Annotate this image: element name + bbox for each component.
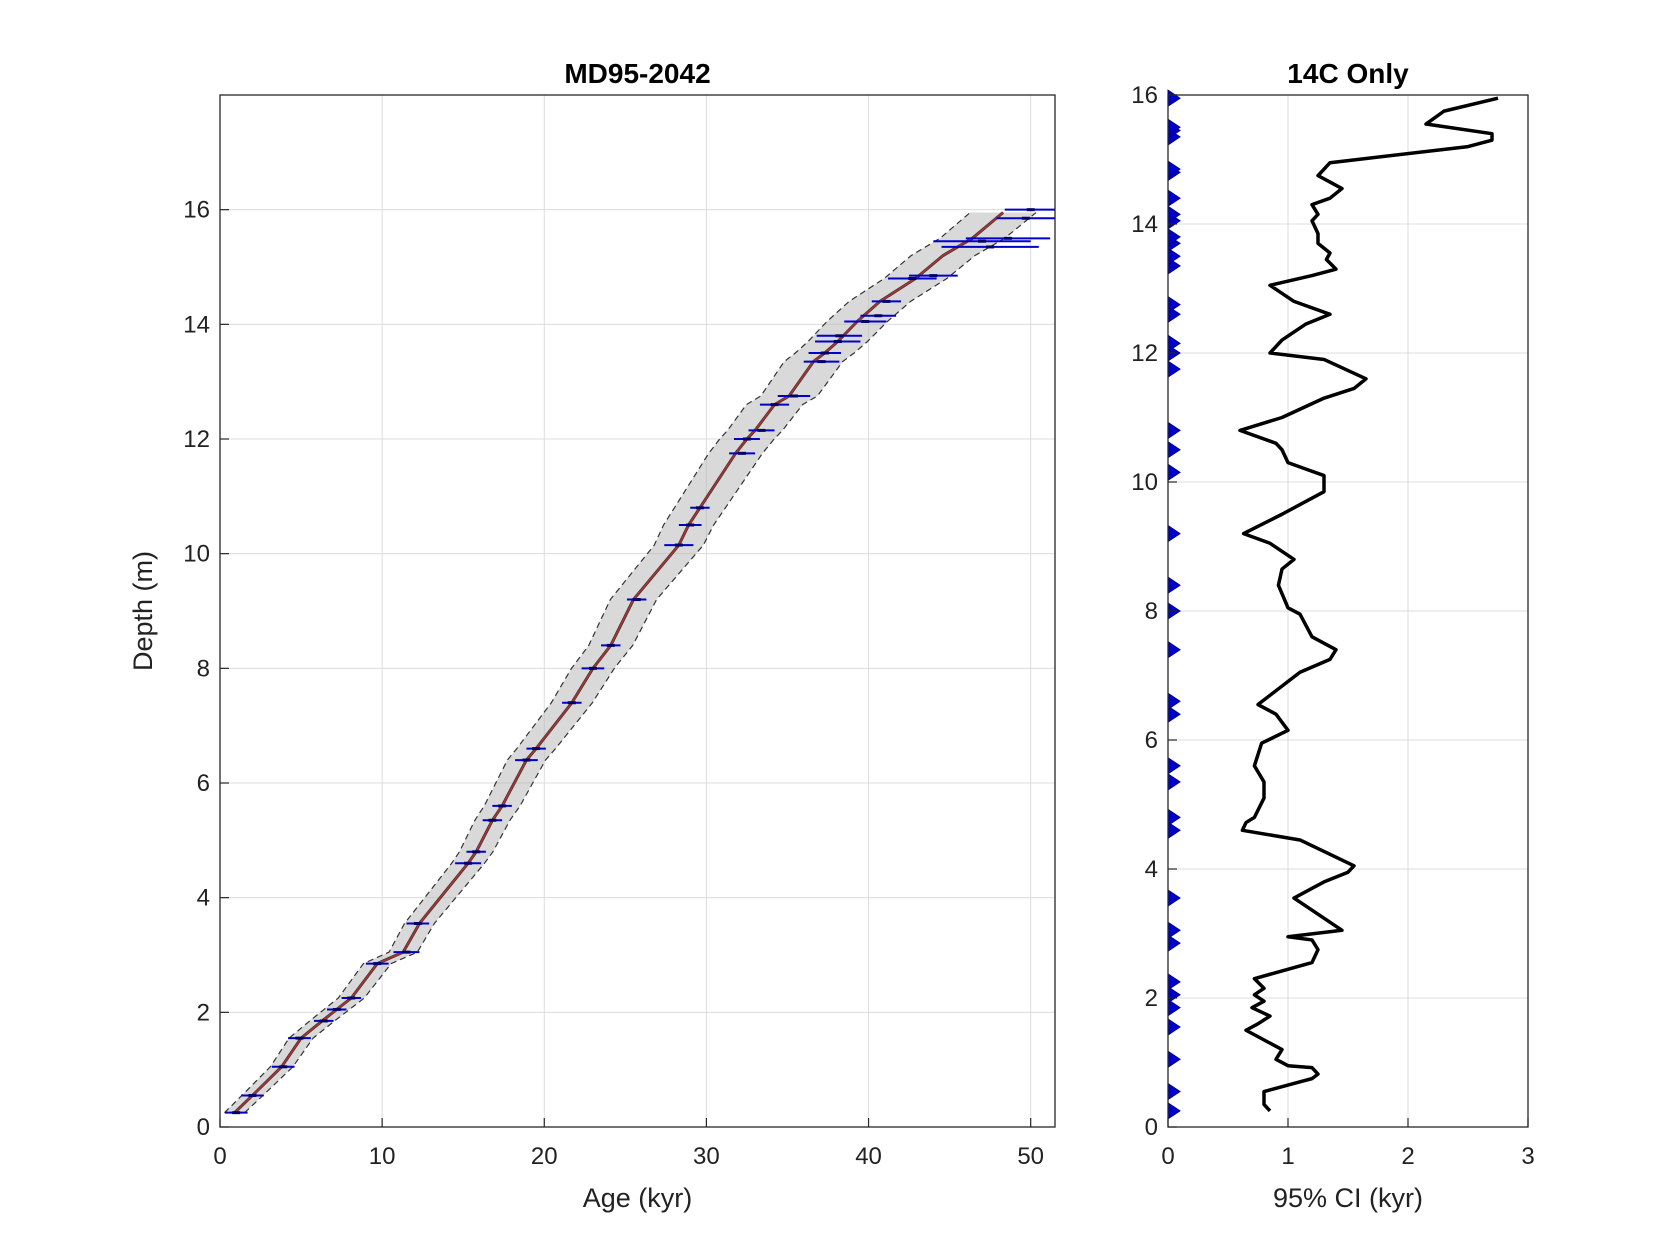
y-tick-label: 12 bbox=[1131, 340, 1158, 367]
grid-depth-age bbox=[219, 95, 1055, 1128]
date-marker bbox=[1167, 189, 1181, 208]
x-tick-label: 0 bbox=[213, 1143, 226, 1170]
y-tick-label: 4 bbox=[1145, 856, 1158, 883]
date-marker bbox=[1167, 576, 1181, 595]
series-depth-age bbox=[224, 208, 1055, 1115]
x-tick-label: 2 bbox=[1401, 1143, 1414, 1170]
y-tick-label: 4 bbox=[197, 885, 210, 912]
y-tick-label: 16 bbox=[183, 197, 210, 224]
axes-box-depth-age bbox=[219, 94, 1056, 1128]
ci-width-line bbox=[1238, 96, 1499, 1113]
date-marker bbox=[1167, 640, 1181, 659]
x-axis-label-depth-age: Age (kyr) bbox=[583, 1183, 693, 1213]
x-axis-label-ci: 95% CI (kyr) bbox=[1273, 1183, 1423, 1213]
date-marker bbox=[1167, 889, 1181, 907]
chart-title-depth-age: MD95-2042 bbox=[564, 58, 710, 89]
y-tick-label: 12 bbox=[183, 426, 210, 453]
x-tick-label: 3 bbox=[1521, 1143, 1534, 1170]
date-marker bbox=[1167, 972, 1181, 991]
uncertainty-band bbox=[224, 212, 1037, 1113]
ci-upper-line bbox=[244, 212, 1037, 1114]
grid-ci bbox=[1167, 94, 1529, 1128]
date-marker bbox=[1167, 808, 1181, 827]
ticks-depth-age: 0 10 20 30 40 50 0 2 4 6 8 10 12 14 16 bbox=[183, 197, 1044, 1170]
y-tick-label: 8 bbox=[1145, 598, 1158, 625]
y-tick-label: 0 bbox=[1145, 1114, 1158, 1141]
y-tick-label: 0 bbox=[197, 1114, 210, 1141]
date-marker bbox=[1167, 440, 1181, 459]
date-marker bbox=[1167, 772, 1181, 791]
y-tick-label: 6 bbox=[197, 770, 210, 797]
uncertainty-band-area bbox=[224, 212, 1037, 1113]
y-tick-label: 14 bbox=[183, 311, 210, 338]
date-marker bbox=[1167, 524, 1181, 543]
chart-title-ci: 14C Only bbox=[1287, 58, 1409, 89]
date-marker bbox=[1167, 692, 1181, 711]
date-marker bbox=[1167, 1082, 1181, 1101]
x-tick-label: 10 bbox=[369, 1143, 396, 1170]
x-tick-label: 30 bbox=[693, 1143, 720, 1170]
panel-depth-age: 0 10 20 30 40 50 0 2 4 6 8 10 12 14 16 MD95-2042 Age (… bbox=[128, 58, 1056, 1213]
y-axis-label-depth-age: Depth (m) bbox=[128, 551, 158, 671]
date-marker bbox=[1167, 1050, 1181, 1069]
x-tick-label: 50 bbox=[1017, 1143, 1044, 1170]
series-ci bbox=[1167, 89, 1499, 1120]
y-tick-label: 6 bbox=[1145, 727, 1158, 754]
date-marker bbox=[1167, 1101, 1181, 1120]
date-marker bbox=[1167, 360, 1181, 379]
date-marker bbox=[1167, 89, 1181, 108]
x-tick-label: 1 bbox=[1281, 1143, 1294, 1170]
ci-lower-line bbox=[224, 212, 971, 1114]
y-tick-label: 16 bbox=[1131, 82, 1158, 109]
y-tick-label: 10 bbox=[1131, 469, 1158, 496]
x-tick-label: 0 bbox=[1161, 1143, 1174, 1170]
date-marker bbox=[1167, 421, 1181, 440]
date-marker bbox=[1167, 756, 1181, 775]
y-tick-label: 2 bbox=[1145, 985, 1158, 1012]
y-tick-label: 10 bbox=[183, 541, 210, 568]
y-tick-label: 14 bbox=[1131, 211, 1158, 238]
date-marker bbox=[1167, 463, 1181, 482]
x-tick-label: 40 bbox=[855, 1143, 882, 1170]
date-marker bbox=[1167, 921, 1181, 940]
date-marker bbox=[1167, 1018, 1181, 1036]
y-tick-label: 2 bbox=[197, 999, 210, 1026]
x-tick-label: 20 bbox=[531, 1143, 558, 1170]
y-tick-label: 8 bbox=[197, 655, 210, 682]
